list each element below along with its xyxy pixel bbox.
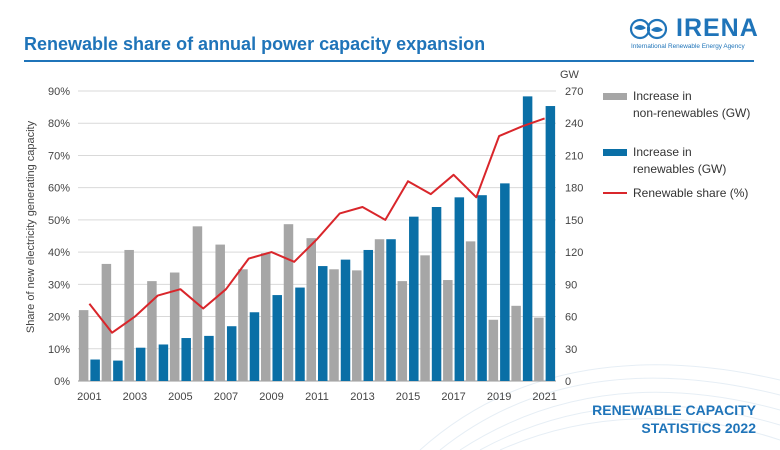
y-left-tick-label: 20% bbox=[48, 312, 70, 324]
y-right-tick-label: 120 bbox=[565, 247, 583, 259]
bar-non-renewables bbox=[124, 249, 134, 381]
bar-renewables bbox=[204, 335, 214, 381]
y-right-tick-label: 0 bbox=[565, 376, 571, 388]
bar-non-renewables bbox=[147, 281, 157, 381]
legend-swatch-renewables bbox=[603, 149, 627, 156]
legend-label-renewables-line2: renewables (GW) bbox=[633, 162, 727, 176]
report-brand: RENEWABLE CAPACITY STATISTICS 2022 bbox=[592, 401, 756, 437]
brand-line2: STATISTICS 2022 bbox=[641, 420, 756, 436]
bar-non-renewables bbox=[329, 269, 339, 381]
bar-renewables bbox=[272, 295, 282, 381]
y-left-tick-label: 50% bbox=[48, 215, 70, 227]
y-axis-right-label: GW bbox=[560, 69, 580, 81]
x-tick-label: 2011 bbox=[305, 391, 329, 403]
bar-non-renewables bbox=[420, 255, 430, 381]
x-tick-label: 2005 bbox=[168, 391, 192, 403]
bar-renewables bbox=[340, 259, 351, 381]
y-right-tick-label: 210 bbox=[565, 150, 583, 162]
x-tick-label: 2001 bbox=[77, 391, 101, 403]
bar-non-renewables bbox=[306, 238, 316, 381]
x-tick-label: 2017 bbox=[441, 391, 465, 403]
bar-renewables bbox=[226, 326, 237, 381]
title-divider bbox=[24, 60, 754, 62]
y-right-tick-label: 60 bbox=[565, 312, 577, 324]
bar-non-renewables bbox=[511, 305, 521, 381]
bar-non-renewables bbox=[238, 269, 248, 381]
legend-swatch-non-renewables bbox=[603, 93, 627, 100]
x-tick-label: 2013 bbox=[350, 391, 374, 403]
chart-title: Renewable share of annual power capacity… bbox=[24, 34, 486, 54]
bar-non-renewables bbox=[397, 281, 408, 381]
x-tick-label: 2009 bbox=[259, 391, 283, 403]
y-left-tick-label: 0% bbox=[54, 376, 70, 388]
bar-renewables bbox=[363, 249, 374, 381]
share-line bbox=[88, 117, 545, 334]
bar-non-renewables bbox=[101, 263, 112, 381]
y-left-tick-label: 40% bbox=[48, 247, 70, 259]
bar-non-renewables bbox=[283, 224, 294, 381]
y-right-tick-label: 90 bbox=[565, 279, 577, 291]
x-tick-label: 2021 bbox=[532, 391, 556, 403]
bar-renewables bbox=[181, 338, 191, 381]
x-tick-label: 2019 bbox=[487, 391, 511, 403]
bar-renewables bbox=[545, 106, 556, 381]
renewable-share-line bbox=[88, 117, 545, 334]
bar-non-renewables bbox=[352, 270, 362, 381]
bar-renewables bbox=[409, 216, 419, 381]
bar-renewables bbox=[295, 287, 305, 381]
y-left-tick-label: 80% bbox=[48, 118, 70, 130]
bar-non-renewables bbox=[534, 317, 544, 381]
x-tick-label: 2003 bbox=[123, 391, 147, 403]
legend-label-renewables-line1: Increase in bbox=[633, 145, 692, 159]
bars bbox=[78, 96, 556, 382]
legend-label-non-renewables-line2: non-renewables (GW) bbox=[633, 106, 751, 120]
y-right-tick-label: 240 bbox=[565, 118, 583, 130]
x-tick-label: 2007 bbox=[214, 391, 238, 403]
bar-renewables bbox=[431, 207, 442, 381]
bar-non-renewables bbox=[78, 310, 89, 381]
bar-renewables bbox=[522, 96, 533, 382]
axes: 0% 10% 20% 30% 40% 50% 60% 70% 80% 90% 0 30 60 90 120 1… bbox=[48, 86, 583, 403]
y-left-tick-label: 30% bbox=[48, 279, 70, 291]
brand-line1: RENEWABLE CAPACITY bbox=[592, 402, 756, 418]
y-left-tick-label: 10% bbox=[48, 344, 70, 356]
logo-wordmark: IRENA bbox=[676, 14, 759, 42]
bar-renewables bbox=[249, 312, 260, 381]
y-right-tick-label: 150 bbox=[565, 215, 583, 227]
bar-renewables bbox=[135, 347, 146, 381]
irena-logo-icon bbox=[629, 18, 668, 40]
bar-non-renewables bbox=[465, 241, 476, 381]
bar-renewables bbox=[386, 239, 396, 381]
legend-label-non-renewables-line1: Increase in bbox=[633, 89, 692, 103]
y-left-tick-label: 70% bbox=[48, 150, 70, 162]
bar-renewables bbox=[500, 183, 510, 381]
y-right-tick-label: 180 bbox=[565, 183, 583, 195]
legend-swatch-renewable-share bbox=[603, 192, 627, 194]
bar-renewables bbox=[477, 195, 487, 381]
gridlines bbox=[78, 90, 556, 382]
y-axis-left-label: Share of new electricity generating capa… bbox=[25, 120, 37, 333]
bar-non-renewables bbox=[215, 244, 225, 381]
bar-non-renewables bbox=[488, 319, 499, 381]
x-tick-label: 2015 bbox=[396, 391, 420, 403]
y-right-tick-label: 270 bbox=[565, 86, 583, 98]
bar-renewables bbox=[454, 197, 465, 381]
bar-renewables bbox=[318, 266, 328, 381]
bar-non-renewables bbox=[169, 272, 180, 381]
bar-non-renewables bbox=[374, 239, 385, 381]
y-left-tick-label: 90% bbox=[48, 86, 70, 98]
logo-subtext: International Renewable Energy Agency bbox=[631, 43, 745, 50]
bar-renewables bbox=[113, 360, 123, 381]
bar-renewables bbox=[90, 359, 100, 381]
y-left-tick-label: 60% bbox=[48, 183, 70, 195]
bar-renewables bbox=[158, 344, 169, 381]
bar-non-renewables bbox=[443, 280, 453, 381]
y-right-tick-label: 30 bbox=[565, 344, 577, 356]
bar-non-renewables bbox=[260, 253, 271, 381]
legend-label-renewable-share: Renewable share (%) bbox=[633, 186, 749, 200]
